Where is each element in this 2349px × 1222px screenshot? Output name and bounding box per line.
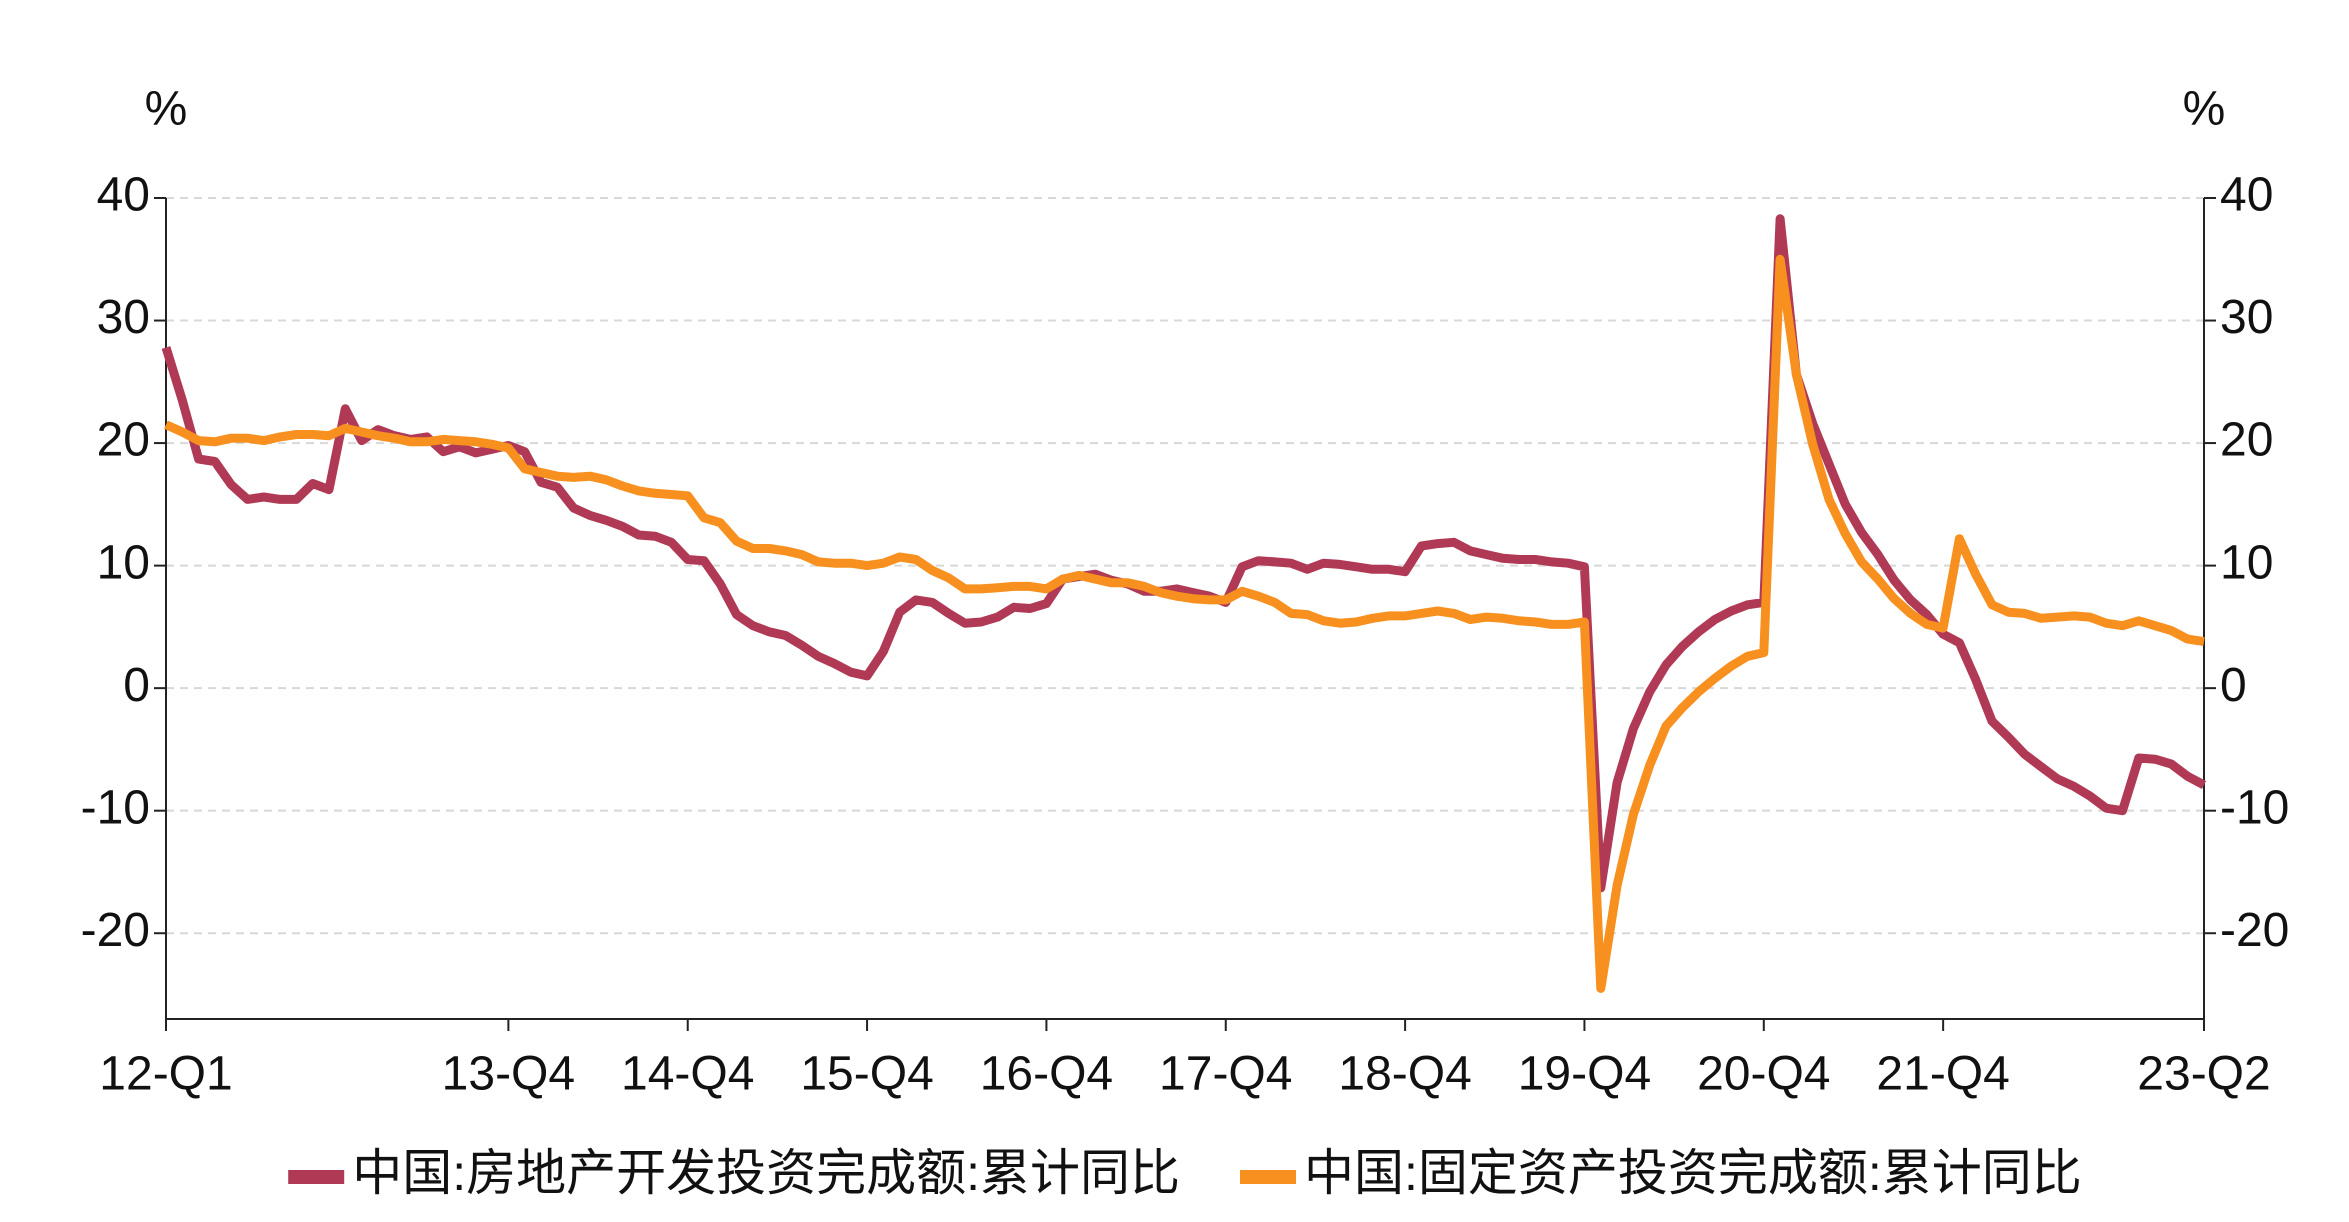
legend-swatch (288, 1170, 345, 1184)
legend-label: 中国:固定资产投资完成额:累计同比 (1304, 1145, 2082, 1201)
y2-tick-label: 10 (2220, 536, 2273, 589)
legend: 中国:房地产开发投资完成额:累计同比 中国:固定资产投资完成额:累计同比 (288, 1145, 2082, 1201)
y2-tick-label: 20 (2220, 414, 2273, 467)
y-tick-label: -20 (81, 904, 150, 957)
legend-label: 中国:房地产开发投资完成额:累计同比 (352, 1145, 1180, 1201)
y2-tick-label: 0 (2220, 659, 2247, 712)
x-tick-label: 17-Q4 (1159, 1048, 1292, 1101)
x-tick-label: 14-Q4 (621, 1048, 754, 1101)
x-tick-label: 12-Q1 (99, 1048, 232, 1101)
y-tick-label: 30 (97, 291, 150, 344)
y2-unit: % (2183, 83, 2226, 136)
y-tick-label: 10 (97, 536, 150, 589)
y-tick-label: 20 (97, 414, 150, 467)
y2-tick-label: -10 (2220, 781, 2289, 834)
y2-tick-label: 30 (2220, 291, 2273, 344)
x-tick-label: 16-Q4 (980, 1048, 1113, 1101)
y2-tick-label: 40 (2220, 169, 2273, 222)
x-tick-label: 21-Q4 (1876, 1048, 2009, 1101)
legend-swatch (1240, 1170, 1296, 1184)
y2-tick-label: -20 (2220, 904, 2289, 957)
x-tick-label: 23-Q2 (2137, 1048, 2270, 1101)
y-tick-label: 0 (123, 659, 150, 712)
y-unit: % (145, 83, 188, 136)
x-tick-label: 13-Q4 (442, 1048, 575, 1101)
x-tick-label: 20-Q4 (1697, 1048, 1830, 1101)
series-line (161, 214, 2207, 893)
x-tick-label: 19-Q4 (1518, 1048, 1651, 1101)
x-tick-label: 18-Q4 (1338, 1048, 1471, 1101)
x-tick-label: 15-Q4 (800, 1048, 933, 1101)
y-tick-label: -10 (81, 781, 150, 834)
y-tick-label: 40 (97, 169, 150, 222)
series-line (164, 254, 2205, 993)
